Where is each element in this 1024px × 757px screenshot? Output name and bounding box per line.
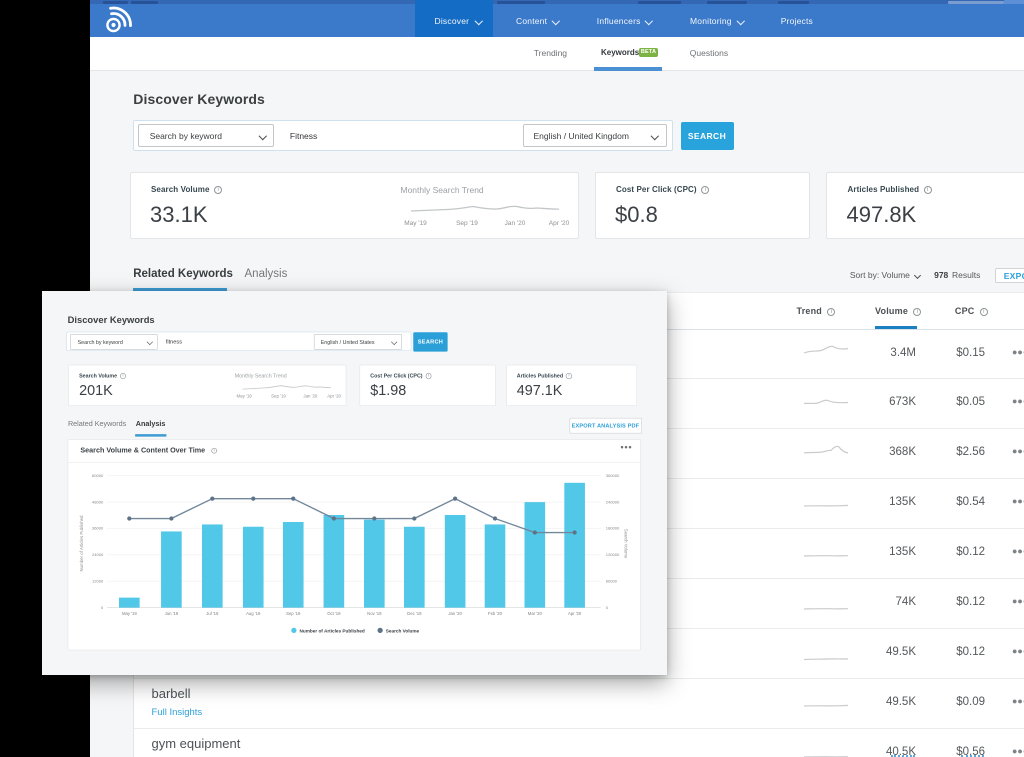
- svg-text:Jan '20: Jan '20: [449, 611, 463, 616]
- svg-text:240000: 240000: [606, 499, 620, 504]
- svg-text:0: 0: [102, 605, 105, 610]
- svg-text:300000: 300000: [606, 473, 620, 478]
- svg-text:36000: 36000: [93, 526, 105, 531]
- svg-text:Jul '19: Jul '19: [207, 611, 220, 616]
- svg-text:120000: 120000: [606, 552, 620, 557]
- svg-text:Nov '19: Nov '19: [368, 611, 383, 616]
- svg-text:180000: 180000: [606, 526, 620, 531]
- svg-text:Number of Articles Published: Number of Articles Published: [300, 628, 365, 633]
- svg-text:Jun '19: Jun '19: [165, 611, 179, 616]
- svg-text:Feb '20: Feb '20: [489, 611, 504, 616]
- svg-text:12000: 12000: [93, 578, 105, 583]
- svg-text:60000: 60000: [93, 473, 105, 478]
- svg-text:Number of Articles Published: Number of Articles Published: [80, 515, 85, 572]
- svg-text:Dec '19: Dec '19: [408, 611, 423, 616]
- svg-text:Oct '19: Oct '19: [328, 611, 342, 616]
- svg-text:60000: 60000: [606, 578, 618, 583]
- svg-text:Apr '20: Apr '20: [568, 611, 582, 616]
- svg-text:Search Volume: Search Volume: [624, 529, 629, 559]
- svg-text:Mar '20: Mar '20: [528, 611, 543, 616]
- svg-text:May '19: May '19: [122, 611, 137, 616]
- svg-text:48000: 48000: [93, 499, 105, 504]
- svg-text:Sep '19: Sep '19: [287, 611, 302, 616]
- svg-text:0: 0: [606, 605, 609, 610]
- svg-text:Search Volume: Search Volume: [386, 628, 420, 633]
- svg-text:24000: 24000: [93, 552, 105, 557]
- svg-text:Aug '19: Aug '19: [247, 611, 262, 616]
